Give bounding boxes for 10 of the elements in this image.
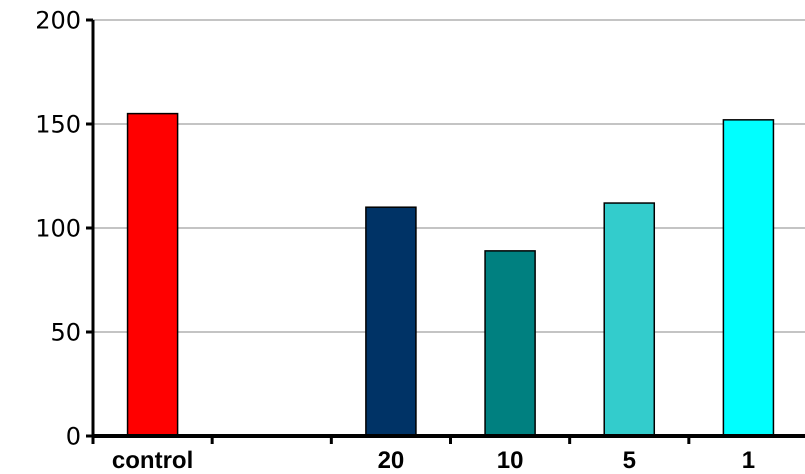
y-tick-label: 0 (66, 422, 81, 450)
y-tick-label: 100 (35, 214, 81, 242)
y-tick-label: 150 (35, 110, 81, 138)
x-tick-label: 20 (378, 447, 404, 474)
x-tick-label: 5 (622, 447, 636, 474)
y-tick-label: 200 (35, 6, 81, 34)
y-tick-label: 50 (50, 318, 81, 346)
x-tick-label: 10 (496, 447, 524, 474)
x-tick-label: 1 (742, 447, 756, 474)
x-tick-label: control (112, 447, 194, 474)
